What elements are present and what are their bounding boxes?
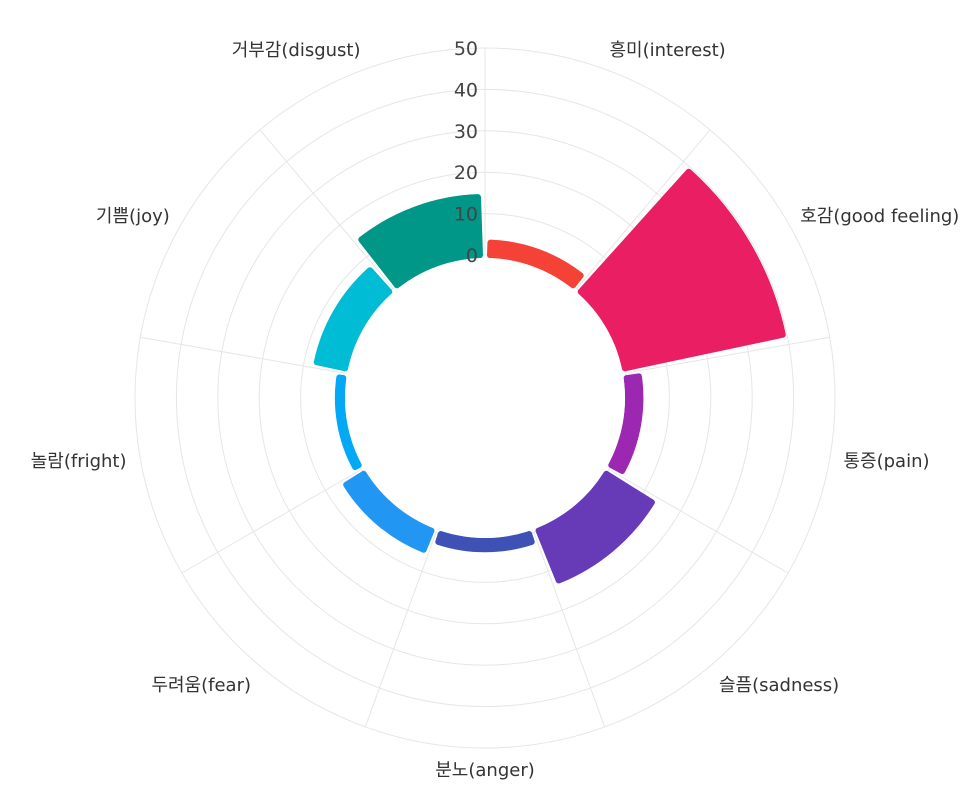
- category-label: 분노(anger): [435, 760, 535, 781]
- category-label: 두려움(fear): [151, 675, 251, 696]
- tick-label: 40: [454, 79, 478, 101]
- radial-ticks: 0 10 20 30 40 50: [454, 38, 478, 267]
- category-label: 기쁨(joy): [96, 206, 170, 227]
- bar-0[interactable]: [486, 239, 584, 289]
- category-label: 흥미(interest): [609, 40, 725, 61]
- category-labels: 흥미(interest) 호감(good feeling) 통증(pain) 슬픔(s…: [31, 40, 960, 781]
- grid-spoke: [608, 469, 789, 574]
- tick-label: 50: [454, 38, 478, 60]
- tick-label: 20: [454, 162, 478, 184]
- bar-1[interactable]: [577, 168, 786, 372]
- bar-2[interactable]: [608, 373, 644, 474]
- category-label: 호감(good feeling): [800, 206, 959, 227]
- grid-spoke: [181, 469, 362, 574]
- tick-label: 30: [454, 121, 478, 143]
- grid-spoke: [625, 336, 830, 374]
- bar-6[interactable]: [334, 374, 362, 471]
- bar-7[interactable]: [313, 267, 393, 372]
- center-hole: [345, 258, 625, 538]
- grid-spoke: [140, 336, 345, 374]
- tick-label: 0: [466, 245, 478, 267]
- category-label: 통증(pain): [843, 451, 929, 472]
- bar-5[interactable]: [343, 470, 435, 553]
- category-label: 슬픔(sadness): [719, 675, 839, 696]
- bar-8[interactable]: [358, 194, 484, 289]
- grid-spoke: [364, 532, 437, 728]
- bar-3[interactable]: [535, 470, 655, 584]
- category-label: 거부감(disgust): [232, 40, 361, 61]
- grid-spoke: [259, 129, 394, 289]
- grid-spoke: [576, 129, 711, 289]
- bars: [313, 168, 786, 584]
- bar-4[interactable]: [435, 531, 535, 553]
- category-label: 놀람(fright): [31, 451, 127, 472]
- grid: [134, 47, 836, 749]
- grid-spoke: [533, 532, 606, 728]
- tick-label: 10: [454, 204, 478, 226]
